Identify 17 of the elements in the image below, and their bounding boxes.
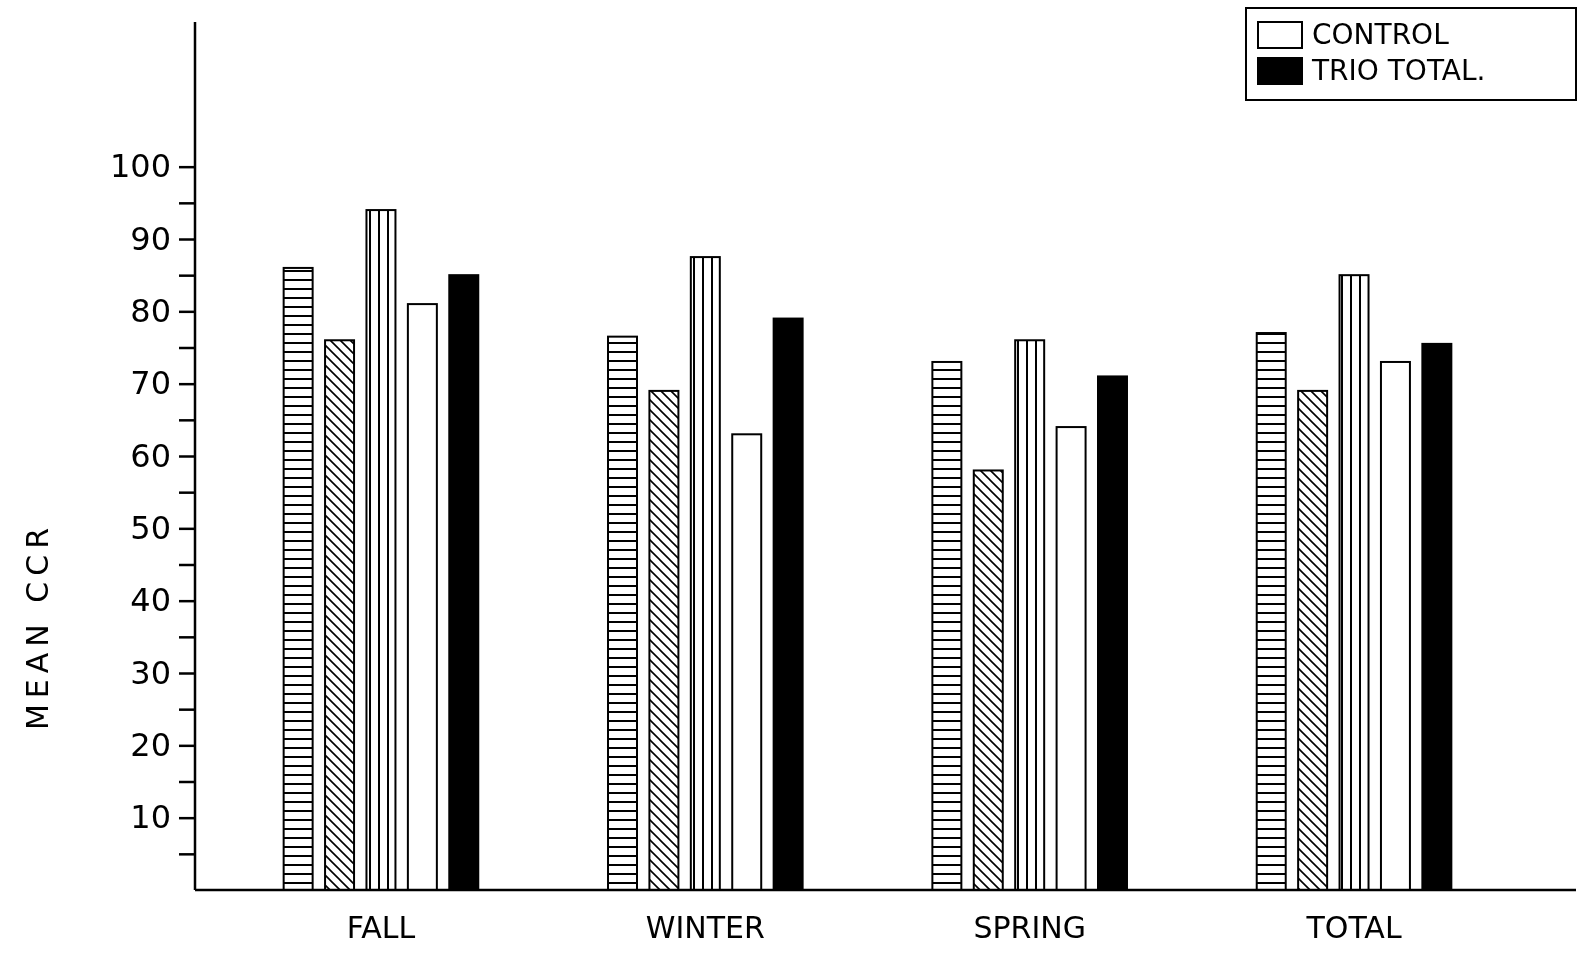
y-axis-title: MEAN CCR [20,521,55,731]
y-tick-label: 50 [130,509,171,548]
x-tick-label: TOTAL [1305,910,1402,945]
y-tick-label: 40 [130,581,171,620]
y-tick-label: 20 [130,726,171,765]
y-tick-label: 30 [130,653,171,692]
y-tick-label: 60 [130,436,171,475]
x-tick-label: SPRING [973,910,1086,945]
legend-label: CONTROL [1312,18,1450,51]
y-tick-label: 70 [130,364,171,403]
y-tick-label: 10 [130,798,171,837]
y-tick-label: 100 [109,147,171,186]
legend-label: TRIO TOTAL. [1311,54,1486,87]
y-tick-label: 90 [130,219,171,258]
y-tick-label: 80 [130,292,171,331]
x-tick-label: WINTER [645,910,765,945]
x-tick-label: FALL [346,910,416,945]
